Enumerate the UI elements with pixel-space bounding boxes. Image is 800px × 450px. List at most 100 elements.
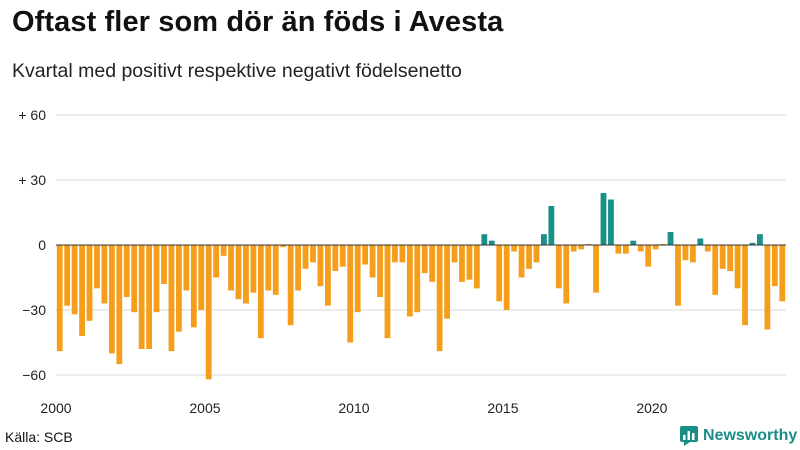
bar-negative [243,245,249,304]
bar-negative [682,245,689,261]
bar-negative [779,245,786,302]
bar-negative [161,245,167,284]
bar-negative [56,245,63,352]
bar-negative [392,245,398,263]
bar-negative [451,245,458,263]
bar-negative [459,245,465,282]
bar-negative [116,245,123,365]
bar-negative [369,245,376,278]
bar-negative [637,245,644,252]
bar-negative [101,245,108,304]
bar-negative [183,245,190,291]
bar-negative [79,245,85,336]
bar-negative [317,245,324,287]
bar-negative [205,245,212,380]
bar-negative [220,245,227,256]
x-tick-label: 2010 [338,400,369,416]
bar-negative [511,245,518,252]
bar-negative [250,245,257,293]
bar-negative [324,245,331,306]
x-tick-label: 2000 [40,400,71,416]
x-axis-ticks: 2000 2005 2010 2015 2020 [40,400,667,416]
bar-negative [168,245,175,352]
bar-positive [667,232,674,245]
bar-negative [377,245,383,297]
bar-negative [414,245,421,313]
bar-positive [749,242,756,245]
bar-negative [563,245,570,304]
bar-negative [704,245,711,252]
bar-positive [697,238,704,245]
bar-negative [429,245,436,282]
bar-negative [310,245,316,263]
bar-negative [131,245,138,313]
bar-negative [421,245,428,274]
bar-negative [466,245,473,280]
bar-negative [295,245,301,291]
y-axis-ticks: + 60 + 30 0 −30 −60 [18,107,46,383]
bar-negative [518,245,525,278]
bar-negative [64,245,71,306]
brand-logo[interactable]: Newsworthy [680,426,797,446]
bar-negative [675,245,681,306]
bar-positive [548,206,555,245]
bar-negative [384,245,391,339]
bar-negative [764,245,771,330]
bar-negative [615,245,622,254]
bar-negative [302,245,309,269]
bar-negative [287,245,294,326]
bar-negative [719,245,726,269]
bar-positive [488,240,495,245]
bar-negative [265,245,272,291]
x-tick-label: 2015 [487,400,518,416]
source-label: Källa: SCB [5,429,73,445]
bar-negative [473,245,480,289]
bar-negative [622,245,629,254]
bar-negative [652,245,659,250]
bar-positive [600,193,607,245]
bar-negative [228,245,234,291]
bar-negative [645,245,652,267]
bar-negative [578,245,585,250]
bar-negative [362,245,369,265]
bar-negative [771,245,778,287]
bar-negative [727,245,734,271]
bar-negative [153,245,160,313]
bar-negative [332,245,339,271]
bar-negative [496,245,503,302]
y-tick-label: −60 [22,367,46,383]
x-tick-label: 2020 [636,400,667,416]
bar-negative [503,245,510,310]
y-tick-label: + 30 [18,172,46,188]
bar-negative [593,245,599,293]
bar-negative [339,245,346,267]
bar-negative [742,245,748,326]
bar-negative [198,245,205,310]
bar-negative [138,245,145,349]
bar-negative [354,245,361,313]
bar-negative [190,245,197,328]
bars [56,193,786,380]
bar-negative [108,245,115,354]
bar-negative [176,245,182,332]
bar-negative [257,245,264,339]
y-tick-label: −30 [22,302,46,318]
bar-negative [555,245,562,289]
bar-negative [213,245,220,278]
bar-negative [712,245,719,295]
bar-negative [406,245,413,317]
bar-negative [347,245,354,343]
bar-negative [94,245,100,289]
y-tick-label: + 60 [18,107,46,123]
x-tick-label: 2005 [189,400,220,416]
bar-negative [444,245,450,319]
bar-negative [235,245,242,300]
brand-name: Newsworthy [703,427,798,444]
bar-negative [734,245,741,289]
bar-negative [533,245,540,263]
bar-positive [541,234,547,245]
chart-title: Oftast fler som dör än föds i Avesta [12,6,504,38]
bar-negative [146,245,153,349]
bar-negative [399,245,406,263]
